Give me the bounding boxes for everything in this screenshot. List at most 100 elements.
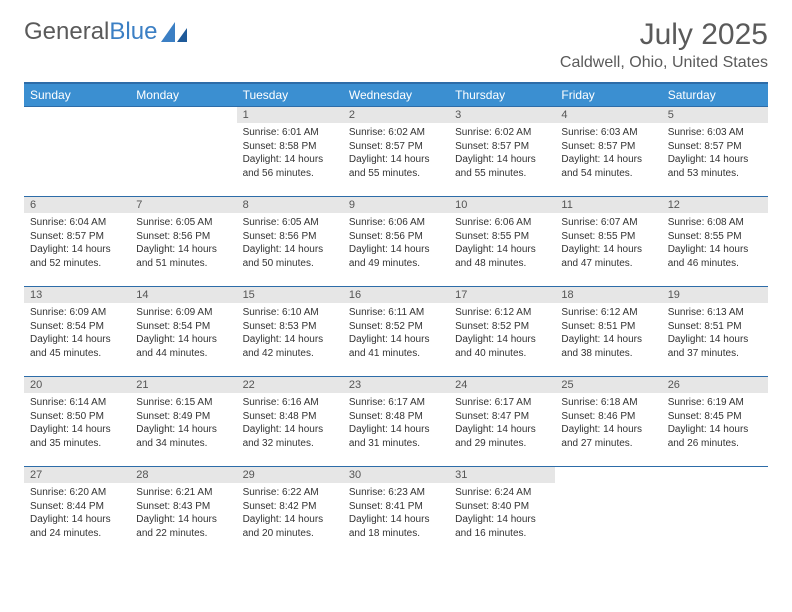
cell-content: Sunrise: 6:05 AMSunset: 8:56 PMDaylight:… [130,213,236,273]
day-number: 14 [130,287,236,303]
sunset-text: Sunset: 8:50 PM [30,410,124,424]
cell-content: Sunrise: 6:18 AMSunset: 8:46 PMDaylight:… [555,393,661,453]
daylight-text: Daylight: 14 hours and 27 minutes. [561,423,655,450]
calendar-cell: 3Sunrise: 6:02 AMSunset: 8:57 PMDaylight… [449,107,555,197]
daylight-text: Daylight: 14 hours and 41 minutes. [349,333,443,360]
daylight-text: Daylight: 14 hours and 38 minutes. [561,333,655,360]
sunrise-text: Sunrise: 6:02 AM [455,126,549,140]
sunrise-text: Sunrise: 6:04 AM [30,216,124,230]
day-number: 3 [449,107,555,123]
day-number: 17 [449,287,555,303]
sunset-text: Sunset: 8:57 PM [561,140,655,154]
daylight-text: Daylight: 14 hours and 20 minutes. [243,513,337,540]
calendar-cell: 25Sunrise: 6:18 AMSunset: 8:46 PMDayligh… [555,377,661,467]
sunset-text: Sunset: 8:46 PM [561,410,655,424]
calendar-week: 13Sunrise: 6:09 AMSunset: 8:54 PMDayligh… [24,287,768,377]
calendar-cell [24,107,130,197]
page-header: GeneralBlue July 2025 Caldwell, Ohio, Un… [24,18,768,72]
sunrise-text: Sunrise: 6:08 AM [668,216,762,230]
brand-part1: General [24,18,109,46]
daylight-text: Daylight: 14 hours and 24 minutes. [30,513,124,540]
sunrise-text: Sunrise: 6:16 AM [243,396,337,410]
cell-content: Sunrise: 6:09 AMSunset: 8:54 PMDaylight:… [24,303,130,363]
sunset-text: Sunset: 8:51 PM [561,320,655,334]
day-number: 8 [237,197,343,213]
cell-content: Sunrise: 6:14 AMSunset: 8:50 PMDaylight:… [24,393,130,453]
day-number: 25 [555,377,661,393]
calendar-title: July 2025 [560,18,768,52]
cell-content [24,111,130,117]
day-header: Saturday [662,83,768,107]
day-number: 21 [130,377,236,393]
sunrise-text: Sunrise: 6:21 AM [136,486,230,500]
cell-content: Sunrise: 6:12 AMSunset: 8:52 PMDaylight:… [449,303,555,363]
sunrise-text: Sunrise: 6:19 AM [668,396,762,410]
day-number: 24 [449,377,555,393]
daylight-text: Daylight: 14 hours and 44 minutes. [136,333,230,360]
sunset-text: Sunset: 8:43 PM [136,500,230,514]
calendar-cell: 5Sunrise: 6:03 AMSunset: 8:57 PMDaylight… [662,107,768,197]
cell-content: Sunrise: 6:16 AMSunset: 8:48 PMDaylight:… [237,393,343,453]
day-number: 26 [662,377,768,393]
sunrise-text: Sunrise: 6:09 AM [136,306,230,320]
sunset-text: Sunset: 8:53 PM [243,320,337,334]
daylight-text: Daylight: 14 hours and 55 minutes. [349,153,443,180]
sunset-text: Sunset: 8:51 PM [668,320,762,334]
cell-content: Sunrise: 6:05 AMSunset: 8:56 PMDaylight:… [237,213,343,273]
calendar-cell: 30Sunrise: 6:23 AMSunset: 8:41 PMDayligh… [343,467,449,557]
cell-content: Sunrise: 6:24 AMSunset: 8:40 PMDaylight:… [449,483,555,543]
calendar-cell: 29Sunrise: 6:22 AMSunset: 8:42 PMDayligh… [237,467,343,557]
cell-content: Sunrise: 6:22 AMSunset: 8:42 PMDaylight:… [237,483,343,543]
cell-content: Sunrise: 6:17 AMSunset: 8:48 PMDaylight:… [343,393,449,453]
cell-content: Sunrise: 6:07 AMSunset: 8:55 PMDaylight:… [555,213,661,273]
sunrise-text: Sunrise: 6:07 AM [561,216,655,230]
cell-content: Sunrise: 6:12 AMSunset: 8:51 PMDaylight:… [555,303,661,363]
day-number: 2 [343,107,449,123]
sunset-text: Sunset: 8:57 PM [349,140,443,154]
cell-content: Sunrise: 6:10 AMSunset: 8:53 PMDaylight:… [237,303,343,363]
sunrise-text: Sunrise: 6:17 AM [455,396,549,410]
cell-content: Sunrise: 6:21 AMSunset: 8:43 PMDaylight:… [130,483,236,543]
sunrise-text: Sunrise: 6:18 AM [561,396,655,410]
sunset-text: Sunset: 8:40 PM [455,500,549,514]
cell-content: Sunrise: 6:09 AMSunset: 8:54 PMDaylight:… [130,303,236,363]
calendar-cell: 27Sunrise: 6:20 AMSunset: 8:44 PMDayligh… [24,467,130,557]
sunset-text: Sunset: 8:58 PM [243,140,337,154]
sunrise-text: Sunrise: 6:02 AM [349,126,443,140]
daylight-text: Daylight: 14 hours and 26 minutes. [668,423,762,450]
cell-content: Sunrise: 6:17 AMSunset: 8:47 PMDaylight:… [449,393,555,453]
day-number: 4 [555,107,661,123]
sunrise-text: Sunrise: 6:05 AM [243,216,337,230]
day-number: 29 [237,467,343,483]
cell-content: Sunrise: 6:04 AMSunset: 8:57 PMDaylight:… [24,213,130,273]
day-number: 6 [24,197,130,213]
cell-content [555,471,661,477]
sunset-text: Sunset: 8:42 PM [243,500,337,514]
day-header: Friday [555,83,661,107]
daylight-text: Daylight: 14 hours and 29 minutes. [455,423,549,450]
calendar-head: SundayMondayTuesdayWednesdayThursdayFrid… [24,83,768,107]
day-number: 5 [662,107,768,123]
day-header: Sunday [24,83,130,107]
day-number: 28 [130,467,236,483]
sunrise-text: Sunrise: 6:09 AM [30,306,124,320]
sunset-text: Sunset: 8:56 PM [349,230,443,244]
daylight-text: Daylight: 14 hours and 40 minutes. [455,333,549,360]
sunrise-text: Sunrise: 6:13 AM [668,306,762,320]
calendar-cell: 24Sunrise: 6:17 AMSunset: 8:47 PMDayligh… [449,377,555,467]
calendar-cell: 21Sunrise: 6:15 AMSunset: 8:49 PMDayligh… [130,377,236,467]
sunrise-text: Sunrise: 6:03 AM [561,126,655,140]
sail-icon [161,22,187,42]
calendar-week: 6Sunrise: 6:04 AMSunset: 8:57 PMDaylight… [24,197,768,287]
calendar-cell: 23Sunrise: 6:17 AMSunset: 8:48 PMDayligh… [343,377,449,467]
cell-content: Sunrise: 6:15 AMSunset: 8:49 PMDaylight:… [130,393,236,453]
cell-content: Sunrise: 6:06 AMSunset: 8:56 PMDaylight:… [343,213,449,273]
sunset-text: Sunset: 8:52 PM [455,320,549,334]
calendar-cell: 12Sunrise: 6:08 AMSunset: 8:55 PMDayligh… [662,197,768,287]
day-number: 27 [24,467,130,483]
sunrise-text: Sunrise: 6:12 AM [455,306,549,320]
sunrise-text: Sunrise: 6:23 AM [349,486,443,500]
sunset-text: Sunset: 8:57 PM [668,140,762,154]
sunrise-text: Sunrise: 6:06 AM [349,216,443,230]
day-number: 19 [662,287,768,303]
